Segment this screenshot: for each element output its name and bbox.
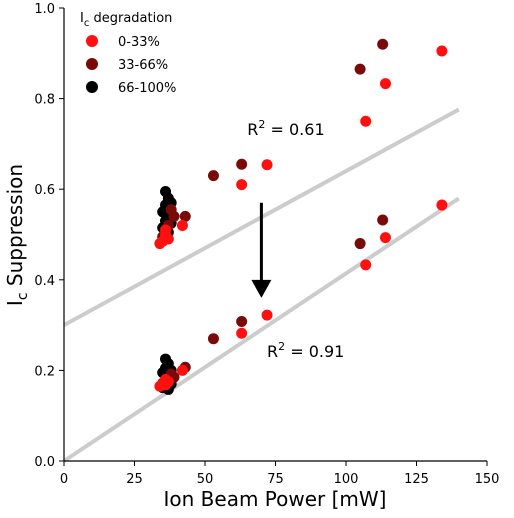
data-point bbox=[261, 159, 273, 171]
legend-marker-33-66 bbox=[86, 58, 98, 70]
x-tick-label: 125 bbox=[404, 472, 429, 487]
r-squared-lower-value: = 0.91 bbox=[285, 342, 344, 361]
data-point bbox=[168, 210, 180, 222]
fit-line bbox=[62, 196, 460, 463]
x-tick-label: 75 bbox=[267, 472, 284, 487]
r-squared-lower-r: R bbox=[267, 342, 278, 361]
data-point bbox=[360, 259, 372, 271]
r-squared-upper-r: R bbox=[247, 120, 258, 139]
y-tick-label: 1.0 bbox=[34, 2, 55, 17]
y-tick-label: 0.0 bbox=[34, 455, 55, 470]
legend-title: Ic degradation bbox=[80, 11, 172, 29]
data-point bbox=[436, 45, 448, 57]
legend-title-main: I bbox=[80, 11, 84, 26]
data-point bbox=[379, 232, 391, 244]
data-point bbox=[354, 238, 366, 250]
x-tick-label: 100 bbox=[334, 472, 359, 487]
r-squared-upper-sup: 2 bbox=[258, 118, 265, 131]
x-tick-label: 150 bbox=[475, 472, 500, 487]
axes bbox=[63, 8, 487, 462]
data-point bbox=[436, 199, 448, 211]
data-point bbox=[379, 78, 391, 90]
r-squared-upper-value: = 0.61 bbox=[265, 120, 324, 139]
data-point bbox=[236, 327, 248, 339]
data-point bbox=[377, 214, 389, 226]
data-point bbox=[160, 229, 172, 240]
data-point bbox=[354, 63, 366, 75]
legend-title-sub: c bbox=[84, 18, 90, 29]
data-point bbox=[236, 158, 248, 170]
y-tick-label: 0.6 bbox=[34, 183, 55, 198]
r-squared-upper: R2 = 0.61 bbox=[247, 118, 324, 139]
data-point bbox=[236, 179, 248, 191]
data-point bbox=[360, 115, 372, 127]
data-point bbox=[179, 210, 191, 222]
data-point bbox=[160, 379, 172, 391]
y-axis-title: Ic Suppression bbox=[3, 164, 31, 306]
y-tick-label: 0.8 bbox=[34, 93, 55, 108]
data-point bbox=[176, 364, 188, 376]
y-axis-title-rest: Suppression bbox=[3, 164, 27, 293]
data-point bbox=[207, 333, 219, 345]
x-tick-label: 0 bbox=[60, 472, 68, 487]
arrow-head bbox=[251, 279, 272, 298]
legend-marker-0-33 bbox=[86, 35, 98, 47]
y-axis-title-main: I bbox=[3, 300, 27, 306]
data-point bbox=[261, 309, 273, 321]
data-point bbox=[377, 38, 389, 50]
y-tick-label: 0.4 bbox=[34, 274, 55, 289]
legend: Ic degradation 0-33% 33-66% 66-100% bbox=[80, 11, 176, 96]
legend-label-33-66: 33-66% bbox=[118, 58, 168, 73]
r-squared-lower: R2 = 0.91 bbox=[267, 340, 344, 361]
r-squared-lower-sup: 2 bbox=[278, 340, 285, 353]
data-point bbox=[207, 170, 219, 182]
legend-marker-66-100 bbox=[86, 81, 98, 93]
down-arrow bbox=[251, 202, 272, 298]
legend-title-rest: degradation bbox=[89, 11, 172, 26]
y-tick-label: 0.2 bbox=[34, 364, 55, 379]
ticks: 0 25 50 75 100 125 150 0.0 0.2 0.4 0.6 0.8 1.0 bbox=[34, 2, 499, 487]
x-axis-title: Ion Beam Power [mW] bbox=[164, 487, 387, 511]
data-points bbox=[154, 38, 448, 395]
legend-label-66-100: 66-100% bbox=[118, 81, 176, 96]
legend-label-0-33: 0-33% bbox=[118, 35, 160, 50]
y-axis-title-sub: c bbox=[15, 292, 31, 300]
x-tick-label: 25 bbox=[126, 472, 143, 487]
x-tick-label: 50 bbox=[197, 472, 214, 487]
data-point bbox=[176, 219, 188, 231]
data-point bbox=[236, 315, 248, 327]
